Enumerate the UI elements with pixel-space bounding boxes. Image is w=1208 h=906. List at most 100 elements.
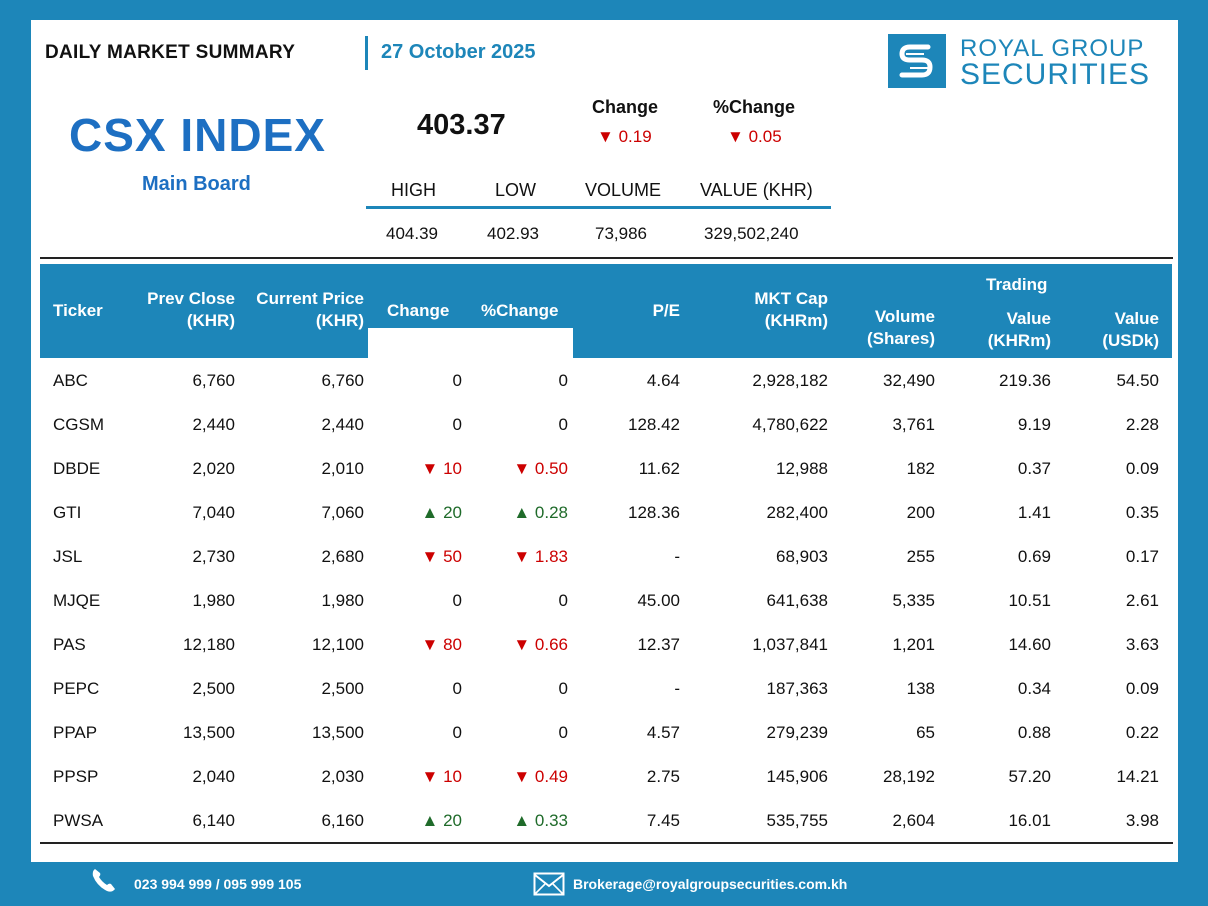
th-volume: Volume (Shares): [840, 306, 935, 350]
cell-current-price: 2,030: [321, 767, 364, 786]
cell-current-price: 12,100: [312, 635, 364, 654]
th-current-price-l2: (KHR): [315, 311, 364, 330]
th-mkt-cap-l1: MKT Cap: [754, 289, 828, 308]
cell-value-khr: 0.34: [1017, 679, 1051, 698]
cell-pe: 128.36: [628, 503, 680, 522]
th-current-price: Current Price (KHR): [235, 288, 364, 332]
th-pct-change: %Change: [481, 301, 559, 320]
cell-change-value: 10: [443, 767, 462, 786]
cell-prev-close: 2,020: [192, 459, 235, 478]
cell-ticker: CGSM: [53, 415, 104, 434]
cell-pe: -: [674, 679, 680, 698]
cell-change-value: 10: [443, 459, 462, 478]
table-row: PEPC 2,500 2,500 0 0 - 187,363 138 0.34 0.09: [40, 668, 1172, 712]
cell-prev-close: 2,040: [192, 767, 235, 786]
th-mkt-cap-l2: (KHRm): [764, 311, 828, 330]
stat-value-high: 404.39: [386, 224, 438, 243]
th-value-khr-l2: (KHRm): [987, 331, 1051, 350]
page-title: DAILY MARKET SUMMARY: [45, 42, 296, 63]
down-triangle-icon: ▼: [513, 547, 535, 566]
cell-mkt-cap: 145,906: [766, 767, 828, 786]
cell-change: 0: [452, 723, 462, 742]
cell-pe: 12.37: [637, 635, 680, 654]
pct-change-number: 0.05: [748, 127, 782, 146]
board-name: Main Board: [142, 173, 251, 195]
cell-volume: 1,201: [892, 635, 935, 654]
cell-mkt-cap: 535,755: [766, 811, 828, 830]
cell-pe: 2.75: [646, 767, 680, 786]
up-triangle-icon: ▲: [513, 811, 535, 830]
down-triangle-icon: ▼: [513, 767, 535, 786]
cell-value-usd: 0.17: [1125, 547, 1159, 566]
table-row: DBDE 2,020 2,010 ▼ 10 ▼ 0.50 11.62 12,988 182 0.…: [40, 448, 1172, 492]
section-divider: [40, 257, 1173, 259]
down-triangle-icon: ▼: [421, 767, 444, 786]
cell-value-usd: 14.21: [1116, 767, 1159, 786]
cell-pct-change: 0: [558, 415, 568, 434]
cell-pct-change: ▲ 0.33: [470, 811, 568, 831]
cell-volume: 5,335: [892, 591, 935, 610]
cell-mkt-cap: 12,988: [776, 459, 828, 478]
th-prev-close-l2: (KHR): [186, 311, 235, 330]
cell-mkt-cap: 1,037,841: [752, 635, 828, 654]
cell-prev-close: 1,980: [192, 591, 235, 610]
cell-volume: 255: [906, 547, 935, 566]
email-icon: [533, 872, 565, 896]
cell-mkt-cap: 68,903: [776, 547, 828, 566]
table-row: GTI 7,040 7,060 ▲ 20 ▲ 0.28 128.36 282,400 200 1…: [40, 492, 1172, 536]
cell-value-usd: 0.35: [1125, 503, 1159, 522]
th-volume-l2: (Shares): [866, 329, 935, 348]
table-header: Ticker Prev Close (KHR) Current Price (K…: [40, 264, 1172, 358]
cell-volume: 200: [906, 503, 935, 522]
cell-pct-change: ▲ 0.28: [470, 503, 568, 523]
cell-volume: 2,604: [892, 811, 935, 830]
cell-value-khr: 219.36: [999, 371, 1051, 390]
cell-ticker: JSL: [53, 547, 83, 566]
th-value-usd: Value (USDk): [1070, 308, 1159, 352]
stat-label-volume: VOLUME: [585, 180, 662, 200]
cell-value-khr: 9.19: [1017, 415, 1051, 434]
company-logo: ROYAL GROUP SECURITIES: [888, 34, 1178, 91]
cell-ticker: DBDE: [53, 459, 101, 478]
header-divider: [365, 36, 368, 70]
change-value: ▼ 0.19: [597, 127, 652, 147]
cell-change-value: 20: [443, 503, 462, 522]
stat-label-value: VALUE (KHR): [700, 180, 813, 200]
stat-value-value: 329,502,240: [704, 224, 799, 243]
cell-value-usd: 0.09: [1125, 679, 1159, 698]
cell-value-usd: 3.63: [1125, 635, 1159, 654]
cell-change: 0: [452, 371, 462, 390]
down-triangle-icon: ▼: [421, 635, 444, 654]
th-trading-group: Trading: [986, 275, 1048, 294]
table-row: ABC 6,760 6,760 0 0 4.64 2,928,182 32,490 219.36…: [40, 360, 1172, 404]
cell-current-price: 7,060: [321, 503, 364, 522]
cell-change: ▼ 10: [370, 459, 462, 479]
logo-text-line1: ROYAL GROUP: [960, 35, 1145, 62]
th-value-khr: Value (KHRm): [950, 308, 1051, 352]
cell-pct-change: ▼ 0.50: [470, 459, 568, 479]
cell-prev-close: 12,180: [183, 635, 235, 654]
cell-value-usd: 2.61: [1125, 591, 1159, 610]
cell-value-usd: 3.98: [1125, 811, 1159, 830]
cell-ticker: PPSP: [53, 767, 99, 786]
table-row: PPAP 13,500 13,500 0 0 4.57 279,239 65 0.88 0.22: [40, 712, 1172, 756]
footer-email[interactable]: Brokerage@royalgroupsecurities.com.kh: [573, 876, 848, 892]
cell-prev-close: 13,500: [183, 723, 235, 742]
th-mkt-cap: MKT Cap (KHRm): [690, 288, 828, 332]
cell-pct-change: 0: [558, 723, 568, 742]
cell-pct-change-value: 0.33: [534, 811, 568, 830]
cell-volume: 32,490: [883, 371, 935, 390]
cell-value-khr: 0.88: [1017, 723, 1051, 742]
th-value-usd-l1: Value: [1114, 309, 1159, 328]
cell-pct-change: 0: [558, 591, 568, 610]
cell-prev-close: 2,730: [192, 547, 235, 566]
cell-current-price: 6,760: [321, 371, 364, 390]
cell-current-price: 6,160: [321, 811, 364, 830]
cell-pct-change-value: 1.83: [534, 547, 568, 566]
th-volume-l1: Volume: [874, 307, 935, 326]
phone-icon: [92, 869, 115, 892]
table-row: PWSA 6,140 6,160 ▲ 20 ▲ 0.33 7.45 535,755 2,604…: [40, 800, 1172, 844]
th-current-price-l1: Current Price: [256, 289, 364, 308]
cell-mkt-cap: 4,780,622: [752, 415, 828, 434]
cell-value-usd: 0.09: [1125, 459, 1159, 478]
